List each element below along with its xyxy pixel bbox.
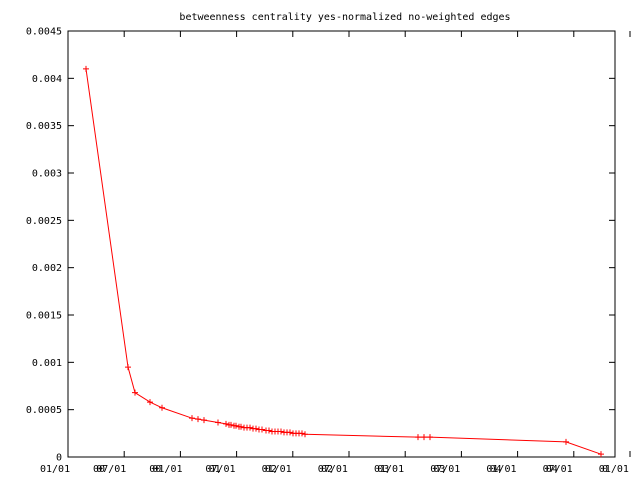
data-point — [195, 416, 201, 423]
data-point — [238, 423, 244, 430]
x-tick-label: 07/01 — [96, 464, 126, 475]
data-point — [201, 417, 207, 424]
x-tick-label: 01/01 — [599, 464, 629, 475]
data-point — [125, 364, 131, 371]
data-point — [132, 389, 138, 396]
x-tick-label: 01/01 — [374, 464, 404, 475]
x-tick-label: 07/01 — [543, 464, 573, 475]
data-point — [415, 434, 421, 441]
y-tick-label: 0.0005 — [26, 405, 62, 416]
y-tick-label: 0.0035 — [26, 121, 62, 132]
x-tick-label: 0 — [602, 464, 608, 475]
data-point — [215, 419, 221, 426]
data-point — [302, 431, 308, 438]
x-tick-label: 01/01 — [486, 464, 516, 475]
x-tick-label: 07/01 — [318, 464, 348, 475]
data-point — [598, 451, 604, 458]
x-tick-label: 03 — [377, 464, 389, 475]
x-tick-label: 07/01 — [205, 464, 235, 475]
y-tick-label: 0.0015 — [26, 311, 62, 322]
data-point — [228, 421, 234, 428]
x-tick-label: 01 — [209, 464, 221, 475]
data-point — [278, 428, 284, 435]
data-point — [223, 420, 229, 427]
data-point — [421, 434, 427, 441]
y-tick-label: 0.0025 — [26, 216, 62, 227]
data-point — [266, 427, 272, 434]
y-tick-label: 0.0045 — [26, 27, 62, 38]
series-line — [85, 68, 602, 455]
chart-title: betweenness centrality yes-normalized no… — [179, 12, 510, 23]
data-point — [287, 429, 293, 436]
x-tick-label: 04 — [490, 464, 502, 475]
data-point — [427, 434, 433, 441]
y-tick-label: 0.004 — [32, 74, 62, 85]
data-point — [189, 415, 195, 422]
x-tick-label: 01/01 — [152, 464, 182, 475]
x-tick-label: 03 — [433, 464, 445, 475]
x-tick-label: 00 — [149, 464, 161, 475]
y-tick-label: 0.001 — [32, 358, 62, 369]
data-point — [253, 425, 259, 432]
y-axis: 0 0.0005 0.001 0.0015 0.002 0.0025 0.003 0.0035… — [26, 27, 615, 464]
data-point — [83, 65, 89, 72]
data-point — [233, 422, 239, 429]
x-tick-label: 00 — [93, 464, 105, 475]
plot-frame — [67, 30, 616, 458]
data-point — [147, 399, 153, 406]
y-tick-label: 0.002 — [32, 263, 62, 274]
data-point — [247, 424, 253, 431]
x-tick-label: 01/01 — [40, 464, 70, 475]
series-layer — [83, 65, 604, 458]
data-point — [299, 430, 305, 437]
x-tick-label: 02 — [265, 464, 277, 475]
x-tick-label: 02 — [321, 464, 333, 475]
data-point — [159, 404, 165, 411]
x-tick-label: 07/01 — [430, 464, 460, 475]
y-tick-label: 0.003 — [32, 169, 62, 180]
y-tick-label: 0 — [56, 453, 62, 464]
data-point — [563, 438, 569, 445]
x-tick-label: 04 — [546, 464, 558, 475]
x-tick-label: 01/01 — [262, 464, 292, 475]
data-point — [259, 426, 265, 433]
